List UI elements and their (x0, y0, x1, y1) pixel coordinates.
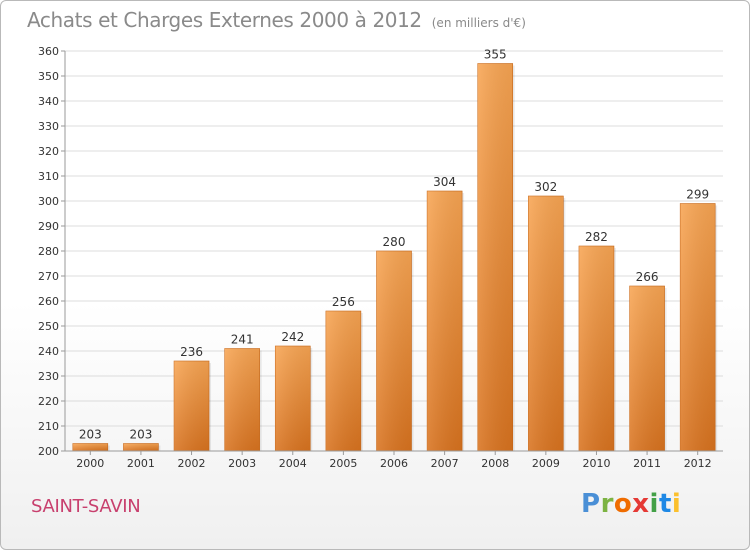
y-tick-label: 200 (38, 445, 59, 458)
y-tick-label: 330 (38, 120, 59, 133)
y-tick-label: 300 (38, 195, 59, 208)
data-label: 282 (585, 230, 608, 244)
y-tick-label: 220 (38, 395, 59, 408)
x-tick-label: 2007 (431, 457, 459, 470)
data-label: 256 (332, 295, 355, 309)
logo-letter: r (600, 489, 614, 519)
logo-letter: t (658, 489, 672, 519)
x-tick-label: 2004 (279, 457, 307, 470)
data-label: 302 (534, 180, 557, 194)
y-axis-ticks: 200 210 220 230 240 250 260 270 280 290 300 310 320 3… (38, 45, 65, 458)
data-label: 299 (686, 188, 709, 202)
x-tick-label: 2002 (178, 457, 206, 470)
x-tick-label: 2012 (684, 457, 712, 470)
data-label: 241 (231, 333, 254, 347)
chart-title-text: Achats et Charges Externes 2000 à 2012 (27, 8, 422, 32)
y-tick-label: 210 (38, 420, 59, 433)
bar-shade (629, 286, 665, 451)
y-tick-label: 270 (38, 270, 59, 283)
bar-shade (123, 443, 159, 451)
x-tick-label: 2011 (633, 457, 661, 470)
bar-shade (275, 346, 311, 451)
data-label: 236 (180, 345, 203, 359)
data-labels: 203 203 236 241 242 256 280 304 355 302 282 266 299 (79, 48, 709, 442)
logo-letter: o (613, 489, 633, 519)
data-label: 304 (433, 175, 456, 189)
bar-shade (528, 196, 564, 451)
bar-shade (224, 348, 260, 451)
y-tick-label: 340 (38, 95, 59, 108)
y-tick-label: 290 (38, 220, 59, 233)
y-tick-label: 230 (38, 370, 59, 383)
bar-shade (174, 361, 210, 451)
bar-shade (427, 191, 463, 451)
y-tick-label: 240 (38, 345, 59, 358)
bars (72, 63, 718, 452)
commune-name: SAINT-SAVIN (31, 496, 141, 517)
data-label: 266 (636, 270, 659, 284)
y-tick-label: 350 (38, 70, 59, 83)
logo-letter: i (649, 489, 659, 519)
logo-letter: P (581, 489, 601, 519)
y-tick-label: 280 (38, 245, 59, 258)
logo-letter: x (632, 489, 650, 519)
bar-shade (72, 443, 108, 451)
data-label: 203 (79, 428, 102, 442)
data-label: 242 (281, 330, 304, 344)
x-axis-ticks: 2000 2001 2002 2003 2004 2005 2006 2007 2008 2009… (76, 451, 712, 470)
bar-shade (578, 246, 614, 451)
logo-letter: i (671, 489, 682, 519)
data-label: 355 (484, 48, 507, 62)
bar-shade (680, 203, 716, 451)
bar-shade (325, 311, 361, 451)
x-tick-label: 2001 (127, 457, 155, 470)
bar-shade (477, 63, 513, 451)
proxiti-logo[interactable]: Proxiti (581, 489, 681, 519)
x-tick-label: 2005 (329, 457, 357, 470)
y-tick-label: 320 (38, 145, 59, 158)
y-tick-label: 360 (38, 45, 59, 58)
x-tick-label: 2000 (76, 457, 104, 470)
x-tick-label: 2003 (228, 457, 256, 470)
x-tick-label: 2010 (582, 457, 610, 470)
chart-title: Achats et Charges Externes 2000 à 2012 (e… (27, 8, 526, 32)
bar-shade (376, 251, 412, 451)
y-tick-label: 260 (38, 295, 59, 308)
data-label: 203 (129, 428, 152, 442)
y-tick-label: 310 (38, 170, 59, 183)
chart-unit: (en milliers d'€) (431, 16, 526, 30)
y-tick-label: 250 (38, 320, 59, 333)
x-tick-label: 2008 (481, 457, 509, 470)
x-tick-label: 2009 (532, 457, 560, 470)
x-tick-label: 2006 (380, 457, 408, 470)
data-label: 280 (383, 235, 406, 249)
